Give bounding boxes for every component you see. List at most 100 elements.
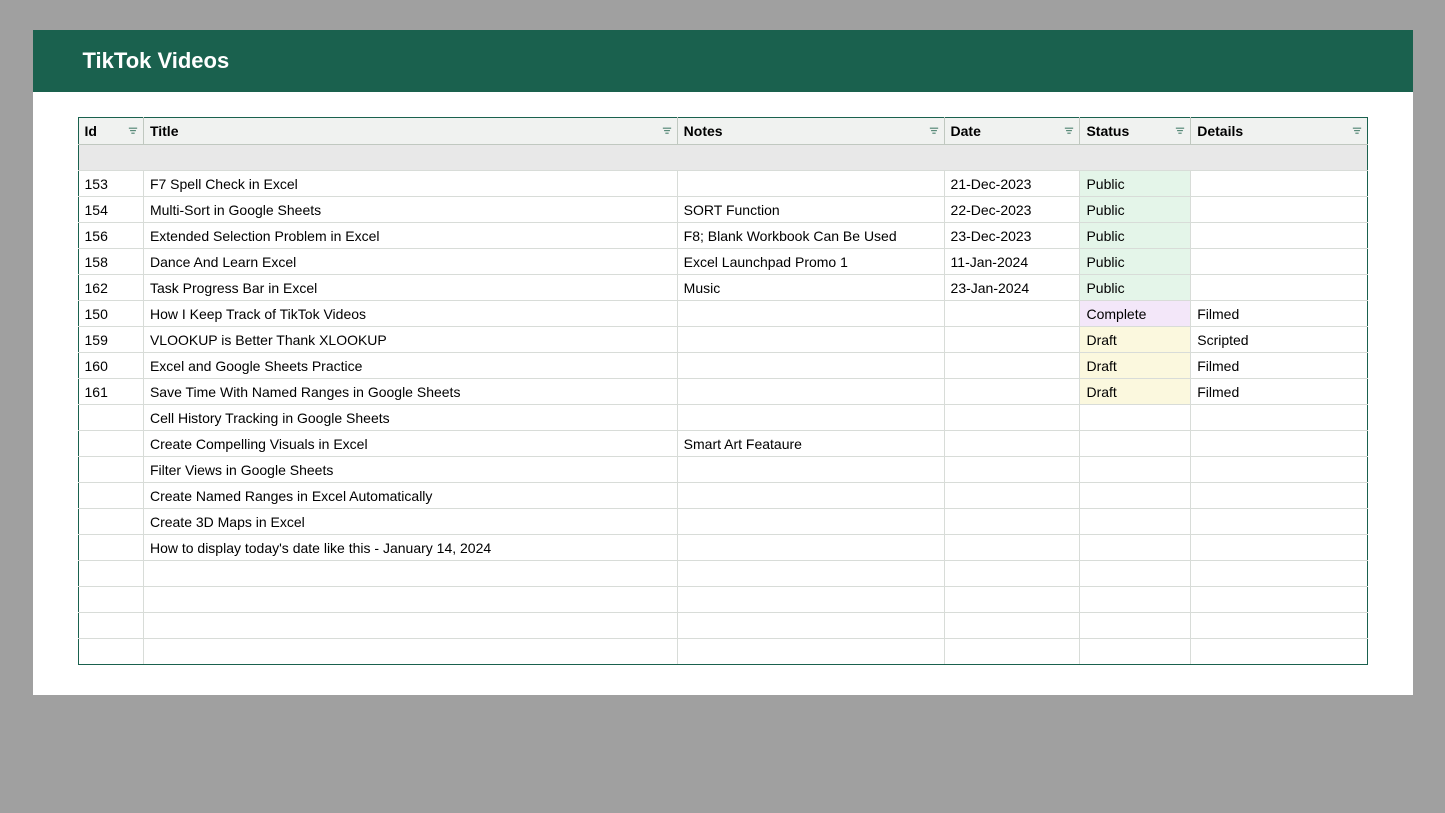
cell-status[interactable]: [1080, 405, 1191, 431]
cell-details[interactable]: [1191, 249, 1367, 275]
cell-date[interactable]: [944, 405, 1080, 431]
cell-date[interactable]: [944, 561, 1080, 587]
cell-status[interactable]: [1080, 509, 1191, 535]
table-row[interactable]: Create 3D Maps in Excel: [78, 509, 1367, 535]
cell-title[interactable]: Create 3D Maps in Excel: [143, 509, 677, 535]
cell-notes[interactable]: SORT Function: [677, 197, 944, 223]
cell-id[interactable]: 161: [78, 379, 143, 405]
column-header-status[interactable]: Status: [1080, 118, 1191, 145]
cell-status[interactable]: [1080, 639, 1191, 665]
cell-title[interactable]: Create Named Ranges in Excel Automatical…: [143, 483, 677, 509]
cell-date[interactable]: 11-Jan-2024: [944, 249, 1080, 275]
cell-notes[interactable]: [677, 379, 944, 405]
column-header-id[interactable]: Id: [78, 118, 143, 145]
table-row[interactable]: [78, 639, 1367, 665]
column-header-details[interactable]: Details: [1191, 118, 1367, 145]
cell-status[interactable]: Public: [1080, 197, 1191, 223]
table-row[interactable]: 156Extended Selection Problem in ExcelF8…: [78, 223, 1367, 249]
table-row[interactable]: Create Compelling Visuals in ExcelSmart …: [78, 431, 1367, 457]
cell-status[interactable]: Public: [1080, 171, 1191, 197]
cell-notes[interactable]: Smart Art Feataure: [677, 431, 944, 457]
cell-status[interactable]: [1080, 535, 1191, 561]
cell-notes[interactable]: [677, 535, 944, 561]
table-row[interactable]: 162Task Progress Bar in ExcelMusic23-Jan…: [78, 275, 1367, 301]
cell-id[interactable]: 160: [78, 353, 143, 379]
cell-date[interactable]: [944, 353, 1080, 379]
cell-status[interactable]: Public: [1080, 249, 1191, 275]
cell-notes[interactable]: [677, 483, 944, 509]
cell-id[interactable]: [78, 431, 143, 457]
cell-id[interactable]: [78, 509, 143, 535]
table-row[interactable]: 158Dance And Learn ExcelExcel Launchpad …: [78, 249, 1367, 275]
cell-id[interactable]: [78, 639, 143, 665]
cell-notes[interactable]: [677, 639, 944, 665]
cell-title[interactable]: [143, 613, 677, 639]
cell-notes[interactable]: Music: [677, 275, 944, 301]
cell-date[interactable]: [944, 301, 1080, 327]
cell-id[interactable]: [78, 613, 143, 639]
cell-details[interactable]: Scripted: [1191, 327, 1367, 353]
cell-title[interactable]: [143, 587, 677, 613]
cell-id[interactable]: 156: [78, 223, 143, 249]
cell-details[interactable]: Filmed: [1191, 353, 1367, 379]
cell-status[interactable]: [1080, 431, 1191, 457]
cell-id[interactable]: [78, 561, 143, 587]
cell-id[interactable]: [78, 483, 143, 509]
cell-id[interactable]: 154: [78, 197, 143, 223]
cell-status[interactable]: Draft: [1080, 379, 1191, 405]
filter-icon[interactable]: [1063, 125, 1075, 137]
table-row[interactable]: [78, 587, 1367, 613]
cell-status[interactable]: Public: [1080, 275, 1191, 301]
table-row[interactable]: Cell History Tracking in Google Sheets: [78, 405, 1367, 431]
cell-date[interactable]: 23-Dec-2023: [944, 223, 1080, 249]
cell-date[interactable]: [944, 483, 1080, 509]
cell-details[interactable]: [1191, 509, 1367, 535]
cell-status[interactable]: Draft: [1080, 353, 1191, 379]
cell-id[interactable]: 159: [78, 327, 143, 353]
cell-details[interactable]: [1191, 405, 1367, 431]
cell-date[interactable]: [944, 613, 1080, 639]
table-row[interactable]: [78, 613, 1367, 639]
cell-title[interactable]: Dance And Learn Excel: [143, 249, 677, 275]
cell-date[interactable]: [944, 457, 1080, 483]
cell-id[interactable]: [78, 535, 143, 561]
cell-title[interactable]: F7 Spell Check in Excel: [143, 171, 677, 197]
cell-notes[interactable]: [677, 405, 944, 431]
cell-notes[interactable]: [677, 509, 944, 535]
cell-details[interactable]: [1191, 639, 1367, 665]
cell-id[interactable]: 153: [78, 171, 143, 197]
cell-details[interactable]: Filmed: [1191, 301, 1367, 327]
cell-notes[interactable]: [677, 457, 944, 483]
cell-status[interactable]: Public: [1080, 223, 1191, 249]
table-row[interactable]: 153F7 Spell Check in Excel21-Dec-2023Pub…: [78, 171, 1367, 197]
cell-date[interactable]: [944, 379, 1080, 405]
table-row[interactable]: [78, 561, 1367, 587]
cell-details[interactable]: [1191, 535, 1367, 561]
cell-status[interactable]: [1080, 457, 1191, 483]
cell-date[interactable]: 22-Dec-2023: [944, 197, 1080, 223]
cell-details[interactable]: [1191, 587, 1367, 613]
cell-id[interactable]: 162: [78, 275, 143, 301]
cell-date[interactable]: 23-Jan-2024: [944, 275, 1080, 301]
cell-title[interactable]: VLOOKUP is Better Thank XLOOKUP: [143, 327, 677, 353]
cell-details[interactable]: [1191, 483, 1367, 509]
cell-status[interactable]: [1080, 587, 1191, 613]
cell-details[interactable]: [1191, 275, 1367, 301]
cell-notes[interactable]: [677, 587, 944, 613]
cell-status[interactable]: Draft: [1080, 327, 1191, 353]
cell-notes[interactable]: [677, 613, 944, 639]
cell-id[interactable]: [78, 587, 143, 613]
cell-title[interactable]: [143, 561, 677, 587]
cell-notes[interactable]: [677, 301, 944, 327]
filter-icon[interactable]: [127, 125, 139, 137]
cell-status[interactable]: [1080, 483, 1191, 509]
table-row[interactable]: How to display today's date like this - …: [78, 535, 1367, 561]
cell-details[interactable]: [1191, 171, 1367, 197]
cell-notes[interactable]: [677, 353, 944, 379]
cell-title[interactable]: Task Progress Bar in Excel: [143, 275, 677, 301]
cell-date[interactable]: [944, 431, 1080, 457]
cell-notes[interactable]: [677, 327, 944, 353]
cell-details[interactable]: [1191, 457, 1367, 483]
cell-date[interactable]: [944, 509, 1080, 535]
cell-notes[interactable]: [677, 561, 944, 587]
